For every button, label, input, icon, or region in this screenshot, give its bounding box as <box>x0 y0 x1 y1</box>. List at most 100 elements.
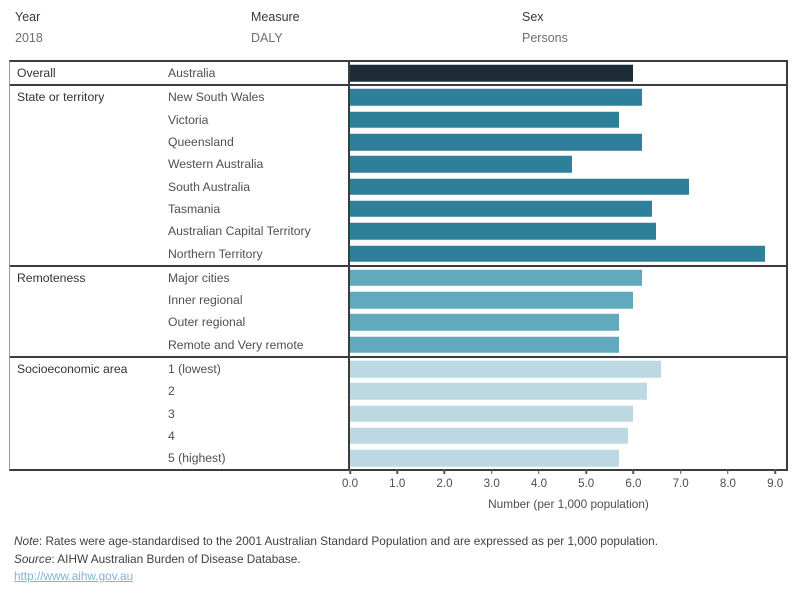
bar[interactable] <box>350 449 619 467</box>
axis-tick-label: 5.0 <box>578 477 595 490</box>
filter-value: 2018 <box>15 31 43 45</box>
bar-zone <box>348 288 786 312</box>
axis-tick <box>490 469 493 474</box>
axis-tick-label: 0.0 <box>341 477 359 490</box>
table-row: Overall Australia <box>10 62 786 85</box>
axis-tick-label: 7.0 <box>672 477 689 490</box>
filter-year: Year 2018 <box>15 10 43 45</box>
bar[interactable] <box>350 178 690 195</box>
bar[interactable] <box>350 269 643 287</box>
table-row: 2 <box>10 380 786 403</box>
bar-zone <box>348 153 786 176</box>
filter-sex: Sex Persons <box>522 10 568 45</box>
filter-label: Measure <box>251 10 300 24</box>
bar-zone <box>348 62 786 85</box>
bar-zone <box>348 447 786 470</box>
row-label: Western Australia <box>168 157 264 172</box>
axis-tick-label: 2.0 <box>436 477 453 490</box>
bar[interactable] <box>350 89 643 106</box>
row-label: 5 (highest) <box>168 451 226 466</box>
axis-tick-label: 3.0 <box>483 477 500 490</box>
axis-tick <box>679 469 682 474</box>
row-label: Australia <box>168 66 216 81</box>
filter-value: DALY <box>251 31 283 45</box>
table-row: Socioeconomic area 1 (lowest) <box>10 357 786 381</box>
bar-zone <box>348 197 786 221</box>
group-label: Remoteness <box>17 270 86 285</box>
group-label: Socioeconomic area <box>17 362 128 376</box>
bar-zone <box>348 402 786 425</box>
bar-zone <box>348 333 786 356</box>
bar[interactable] <box>350 111 619 128</box>
bar-zone <box>348 424 786 448</box>
filter-label: Sex <box>522 10 544 24</box>
bar[interactable] <box>350 383 647 400</box>
bar-zone <box>348 266 786 289</box>
bar[interactable] <box>350 245 765 262</box>
table-row: South Australia <box>10 175 786 198</box>
row-label: South Australia <box>168 179 250 194</box>
bar[interactable] <box>350 64 633 82</box>
bar-zone <box>348 311 786 334</box>
category-table: Overall Australia State or territory New So… <box>9 60 788 472</box>
bar[interactable] <box>350 222 657 240</box>
axis-tick-label: 9.0 <box>767 477 784 490</box>
axis-tick-label: 1.0 <box>389 477 406 490</box>
axis-tick-label: 6.0 <box>625 477 642 490</box>
row-label: 2 <box>168 384 175 399</box>
table-row: Tasmania <box>10 197 786 221</box>
bar[interactable] <box>350 200 652 218</box>
source-text: Source: AIHW Australian Burden of Diseas… <box>14 551 301 566</box>
row-label: Victoria <box>168 112 209 127</box>
bar-zone <box>348 220 786 243</box>
category-section: State or territory New South Wales Victori… <box>10 84 786 265</box>
category-section: Overall Australia <box>10 62 786 85</box>
axis-tick <box>632 469 635 474</box>
bar-zone <box>348 357 786 381</box>
bar[interactable] <box>350 291 633 309</box>
bar-zone <box>348 108 786 131</box>
axis-tick <box>727 469 729 474</box>
table-row: 5 (highest) <box>10 447 786 470</box>
aihw-link[interactable]: http://www.aihw.gov.au <box>14 569 134 583</box>
note-text: Note: Rates were age-standardised to the… <box>14 534 659 548</box>
table-row: Queensland <box>10 130 786 154</box>
bar[interactable] <box>350 427 629 445</box>
category-section: Socioeconomic area 1 (lowest) 2 3 4 5 (highes… <box>10 355 786 470</box>
row-label: Major cities <box>168 270 230 285</box>
axis-tick <box>396 469 398 474</box>
table-row: Australian Capital Territory <box>10 220 786 243</box>
row-label: New South Wales <box>168 90 265 105</box>
bar-zone <box>348 380 786 403</box>
row-label: Outer regional <box>168 315 246 330</box>
bar[interactable] <box>350 360 662 378</box>
bar[interactable] <box>350 405 633 422</box>
row-label: Queensland <box>168 135 234 150</box>
bar[interactable] <box>350 314 619 331</box>
axis-tick-label: 4.0 <box>530 477 548 490</box>
table-row: Northern Territory <box>10 242 786 265</box>
axis-tick-label: 8.0 <box>719 477 736 490</box>
axis-tick <box>349 469 351 474</box>
axis-tick <box>443 469 446 474</box>
row-label: Australian Capital Territory <box>168 224 311 239</box>
x-axis: 0.0 1.0 2.0 3.0 4.0 5.0 6.0 7.0 8.0 9.0 <box>342 469 787 499</box>
axis-tick <box>538 469 540 474</box>
table-row: Western Australia <box>10 153 786 176</box>
filter-value: Persons <box>522 31 568 45</box>
bar-zone <box>348 86 786 109</box>
row-label: Remote and Very remote <box>168 337 304 352</box>
row-label: Northern Territory <box>168 246 263 261</box>
bar[interactable] <box>350 336 619 353</box>
axis-tick <box>774 469 776 474</box>
table-row: Remoteness Major cities <box>10 266 786 289</box>
group-label: Overall <box>17 66 56 81</box>
bar[interactable] <box>350 133 643 151</box>
axis-tick <box>585 469 587 474</box>
bar[interactable] <box>350 156 572 173</box>
table-row: Outer regional <box>10 311 786 334</box>
bar-zone <box>348 175 786 198</box>
row-label: Tasmania <box>168 201 221 216</box>
table-row: 4 <box>10 424 786 448</box>
footer-notes: Note: Rates were age-standardised to the… <box>14 533 658 586</box>
